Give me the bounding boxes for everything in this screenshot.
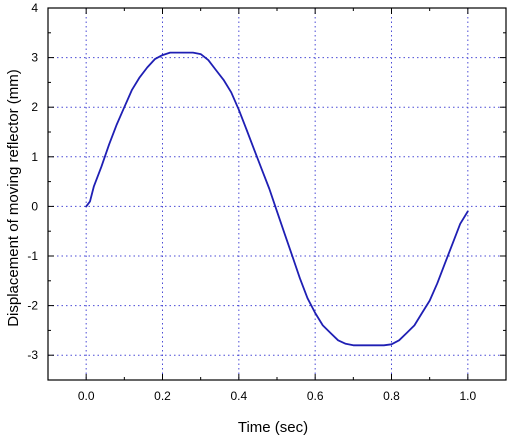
ticks (47, 7, 507, 381)
grid (48, 8, 506, 380)
y-axis-title: Displacement of moving reflector (mm) (5, 69, 22, 327)
y-tick-label: 1 (31, 150, 38, 164)
x-tick-label: 1.0 (459, 389, 476, 403)
series (85, 51, 469, 347)
tick-labels: 0.0 0.2 0.4 0.6 0.8 1.0 -3 -2 -1 0 1 2 3 4 (27, 1, 476, 403)
x-tick-label: 0.8 (383, 389, 400, 403)
axes (47, 7, 507, 381)
y-tick-label: 0 (31, 199, 38, 213)
y-tick-label: 2 (31, 100, 38, 114)
x-tick-label: 0.0 (78, 389, 95, 403)
plot-frame (47, 7, 507, 381)
y-tick-label: 3 (31, 51, 38, 65)
y-tick-label: -1 (27, 249, 38, 263)
x-tick-label: 0.4 (230, 389, 247, 403)
x-axis-title: Time (sec) (238, 419, 308, 436)
y-tick-label: 4 (31, 1, 38, 15)
y-tick-label: -2 (27, 299, 38, 313)
series-line (85, 51, 469, 347)
y-tick-label: -3 (27, 348, 38, 362)
x-tick-label: 0.2 (154, 389, 171, 403)
x-tick-label: 0.6 (307, 389, 324, 403)
